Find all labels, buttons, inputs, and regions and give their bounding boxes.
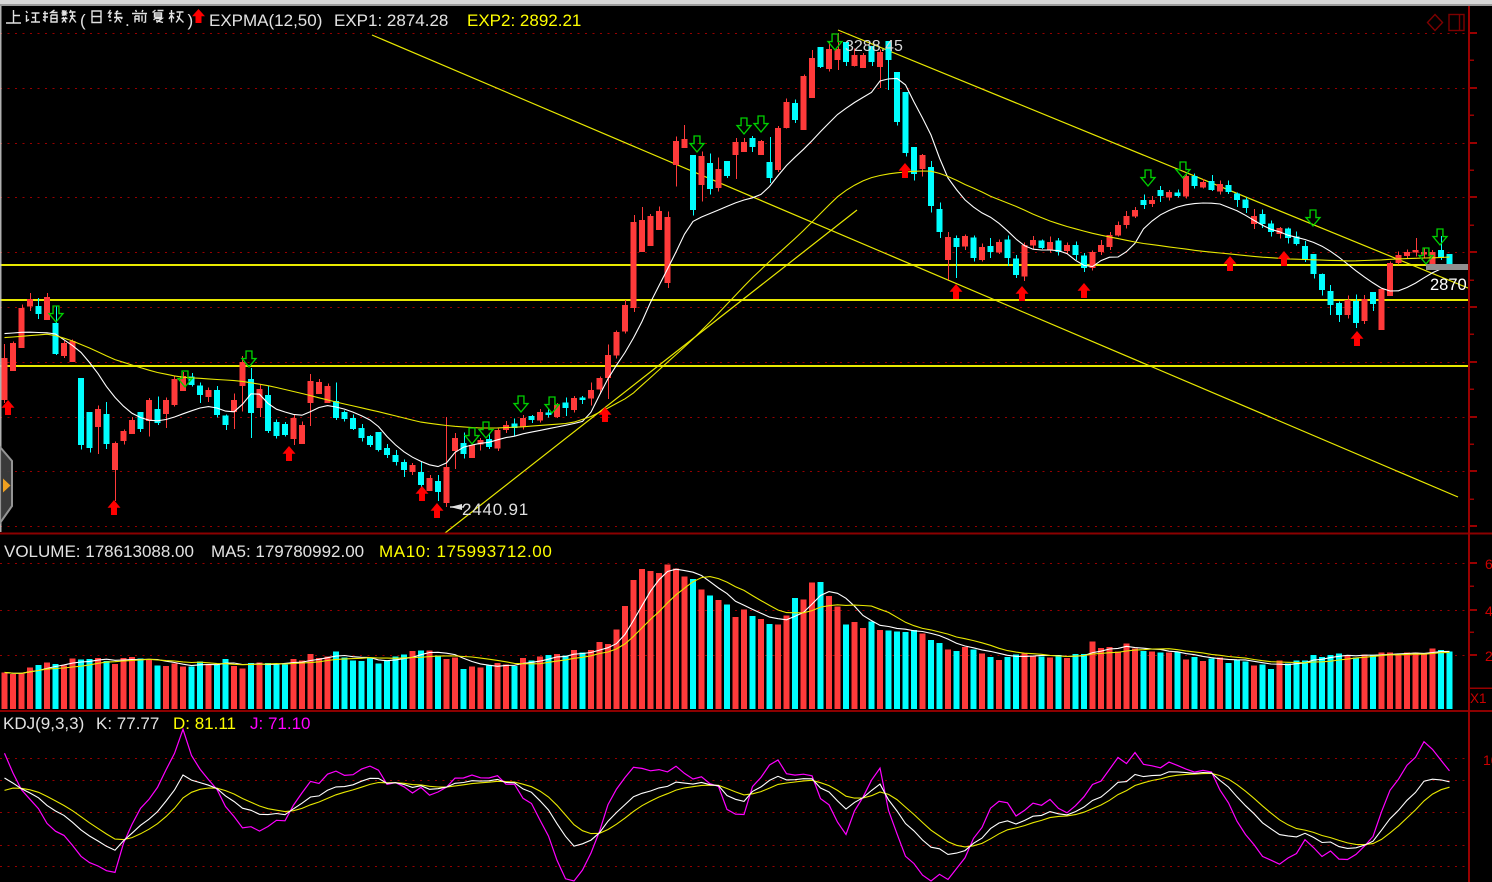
svg-text:MA10: 175993712.00: MA10: 175993712.00 bbox=[379, 542, 552, 561]
svg-text:VOLUME: 178613088.00: VOLUME: 178613088.00 bbox=[4, 542, 194, 561]
svg-text:.: . bbox=[125, 11, 130, 30]
svg-text:J: 71.10: J: 71.10 bbox=[250, 714, 311, 733]
svg-text:3288.45: 3288.45 bbox=[845, 38, 903, 55]
svg-text:): ) bbox=[188, 11, 194, 30]
svg-text:2440.91: 2440.91 bbox=[462, 500, 529, 519]
svg-text:KDJ(9,3,3): KDJ(9,3,3) bbox=[3, 714, 84, 733]
svg-text:EXPMA(12,50): EXPMA(12,50) bbox=[209, 11, 322, 30]
svg-text:EXP1: 2874.28: EXP1: 2874.28 bbox=[334, 11, 448, 30]
svg-text:K: 77.77: K: 77.77 bbox=[96, 714, 159, 733]
svg-text:6: 6 bbox=[1485, 556, 1492, 572]
svg-text:(: ( bbox=[80, 11, 86, 30]
svg-text:4: 4 bbox=[1485, 603, 1492, 619]
svg-text:2870: 2870 bbox=[1430, 276, 1467, 294]
svg-text:MA5: 179780992.00: MA5: 179780992.00 bbox=[211, 542, 364, 561]
svg-text:EXP2: 2892.21: EXP2: 2892.21 bbox=[467, 11, 581, 30]
svg-text:2: 2 bbox=[1485, 648, 1492, 664]
svg-text:D: 81.11: D: 81.11 bbox=[173, 714, 236, 733]
svg-text:100: 100 bbox=[1483, 752, 1492, 768]
svg-text:X1: X1 bbox=[1470, 691, 1487, 706]
